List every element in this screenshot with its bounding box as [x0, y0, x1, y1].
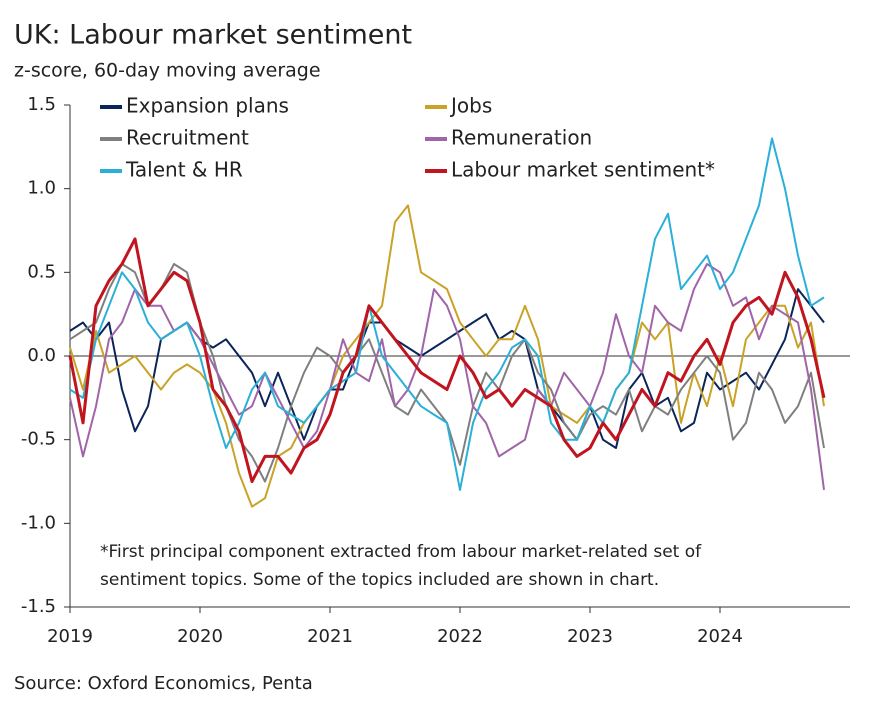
x-tick-label: 2019: [47, 626, 93, 647]
x-tick-label: 2023: [567, 626, 613, 647]
x-tick-label: 2021: [307, 626, 353, 647]
annotation: *First principal component extracted fro…: [100, 542, 702, 562]
legend-label: Talent & HR: [125, 158, 243, 182]
y-tick-label: -1.0: [21, 512, 56, 533]
legend-label: Recruitment: [126, 126, 249, 150]
y-tick-label: 0.0: [27, 345, 56, 366]
y-tick-label: -0.5: [21, 429, 56, 450]
series-line: [68, 237, 826, 483]
legend-label: Expansion plans: [126, 94, 289, 118]
x-tick-label: 2020: [177, 626, 223, 647]
series-line: [69, 263, 825, 483]
chart-title: UK: Labour market sentiment: [14, 20, 412, 51]
legend-label: Jobs: [449, 94, 492, 118]
y-tick-label: 1.5: [27, 94, 56, 115]
series-line: [69, 204, 825, 508]
y-tick-label: -1.5: [21, 596, 56, 617]
legend-label: Labour market sentiment*: [451, 158, 715, 182]
legend-label: Remuneration: [451, 126, 592, 150]
x-tick-label: 2022: [437, 626, 483, 647]
y-tick-label: 0.5: [27, 261, 56, 282]
x-tick-label: 2024: [697, 626, 743, 647]
series-line: [69, 137, 825, 491]
annotation: sentiment topics. Some of the topics inc…: [100, 570, 659, 590]
chart-subtitle: z-score, 60-day moving average: [14, 60, 321, 82]
source: Source: Oxford Economics, Penta: [14, 673, 313, 694]
y-tick-label: 1.0: [27, 178, 56, 199]
series-line: [69, 263, 825, 491]
